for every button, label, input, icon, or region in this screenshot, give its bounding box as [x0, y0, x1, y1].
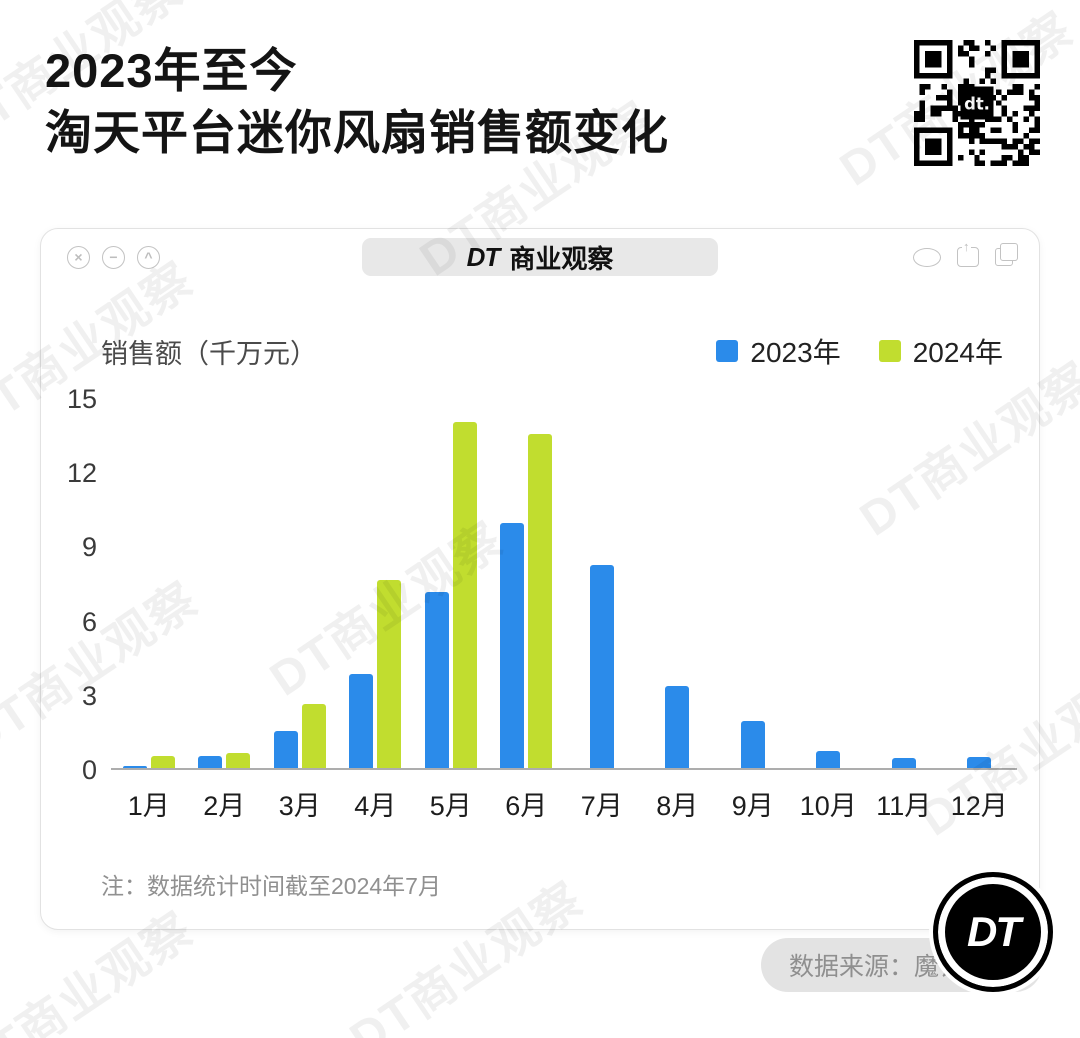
legend: 2023年 2024年 — [716, 331, 1003, 371]
minimize-icon: − — [102, 245, 125, 269]
bar-group-11 — [866, 758, 942, 768]
legend-swatch — [716, 340, 739, 362]
bar-group-8 — [640, 686, 716, 768]
legend-label: 2023年 — [750, 337, 841, 368]
dt-logo-text: DT — [967, 908, 1021, 955]
chart-top-row: 销售额（千万元） 2023年 2024年 — [101, 331, 1003, 371]
bar-group-10 — [791, 750, 867, 768]
window-right-controls — [913, 239, 1018, 267]
close-icon: × — [67, 245, 90, 269]
bar-s0-m2 — [198, 755, 223, 768]
bar-s0-m4 — [349, 674, 374, 768]
plot-row: 0 3 6 9 12 15 — [63, 384, 1017, 785]
x-tick-5: 5月 — [429, 791, 472, 821]
window-titlebar: × − ^ DT 商业观察 — [41, 229, 1039, 285]
tab-icon — [913, 247, 941, 267]
footnote: 注：数据统计时间截至2024年7月 — [101, 873, 441, 899]
share-icon — [957, 239, 979, 267]
y-tick-3: 3 — [81, 680, 97, 711]
x-tick-2: 2月 — [203, 791, 246, 821]
bar-s0-m3 — [273, 730, 298, 768]
y-axis: 0 3 6 9 12 15 — [63, 384, 111, 785]
bar-group-5 — [413, 421, 489, 768]
qr-code: dt. — [914, 40, 1040, 166]
x-tick-4: 4月 — [354, 791, 397, 821]
legend-item-1: 2024年 — [878, 331, 1003, 371]
y-tick-15: 15 — [66, 384, 97, 414]
bar-s0-m11 — [891, 758, 916, 768]
plot-area — [111, 397, 1017, 770]
bar-group-9 — [715, 721, 791, 768]
bar-group-3 — [262, 703, 338, 768]
bar-group-7 — [564, 565, 640, 768]
dt-logo: DT — [933, 872, 1053, 992]
bar-s0-m9 — [740, 721, 765, 768]
bar-group-6 — [489, 434, 565, 768]
x-tick-6: 6月 — [505, 791, 548, 821]
bar-group-2 — [187, 753, 263, 768]
legend-swatch — [878, 340, 901, 362]
y-tick-6: 6 — [81, 606, 97, 637]
x-tick-10: 10月 — [799, 791, 857, 821]
page-title: 2023年至今 淘天平台迷你风扇销售额变化 — [45, 40, 1040, 164]
bar-group-12 — [942, 756, 1018, 768]
window-controls: × − ^ — [67, 245, 160, 269]
bar-s0-m8 — [665, 686, 690, 768]
x-tick-11: 11月 — [876, 791, 932, 821]
chart-window: × − ^ DT 商业观察 销售额（千万元） 2023年 2024年 0 3 6 9 12… — [40, 228, 1040, 930]
legend-item-0: 2023年 — [716, 331, 841, 371]
bar-s1-m5 — [452, 421, 477, 768]
dt-wordmark: DT — [466, 241, 501, 272]
y-tick-9: 9 — [81, 532, 97, 563]
x-tick-3: 3月 — [278, 791, 321, 821]
bar-s0-m1 — [122, 765, 147, 768]
bar-s1-m3 — [301, 703, 326, 768]
bar-s0-m7 — [589, 565, 614, 768]
legend-label: 2024年 — [912, 337, 1003, 368]
x-tick-8: 8月 — [656, 791, 699, 821]
window-title-text: 商业观察 — [509, 243, 614, 274]
x-tick-9: 9月 — [731, 791, 774, 821]
x-tick-12: 12月 — [950, 791, 1008, 821]
y-tick-12: 12 — [66, 458, 97, 489]
bar-group-1 — [111, 755, 187, 768]
header: 2023年至今 淘天平台迷你风扇销售额变化 dt. — [45, 40, 1040, 166]
bar-s0-m10 — [816, 750, 841, 768]
x-tick-7: 7月 — [580, 791, 623, 821]
bar-s1-m1 — [150, 755, 175, 768]
bar-s0-m5 — [424, 592, 449, 768]
chart: 销售额（千万元） 2023年 2024年 0 3 6 9 12 15 1月 2月 3月 4月 5月 6… — [41, 331, 1039, 901]
bar-group-4 — [338, 580, 414, 768]
bar-s1-m6 — [528, 434, 553, 768]
x-tick-1: 1月 — [127, 791, 170, 821]
page-title-line1: 2023年至今 — [45, 44, 298, 97]
y-axis-label: 销售额（千万元） — [101, 338, 317, 369]
bar-s1-m2 — [226, 753, 251, 768]
bar-s0-m6 — [500, 523, 525, 768]
bar-s1-m4 — [377, 580, 402, 768]
window-title: DT 商业观察 — [362, 238, 718, 276]
y-tick-0: 0 — [81, 755, 97, 785]
expand-icon: ^ — [137, 245, 160, 269]
svg-text:dt.: dt. — [964, 95, 990, 114]
page-title-line2: 淘天平台迷你风扇销售额变化 — [45, 106, 669, 160]
copy-icon — [995, 243, 1018, 266]
x-axis: 1月 2月 3月 4月 5月 6月 7月 8月 9月 10月 11月 12月 — [111, 770, 1017, 823]
bar-s0-m12 — [967, 756, 992, 768]
